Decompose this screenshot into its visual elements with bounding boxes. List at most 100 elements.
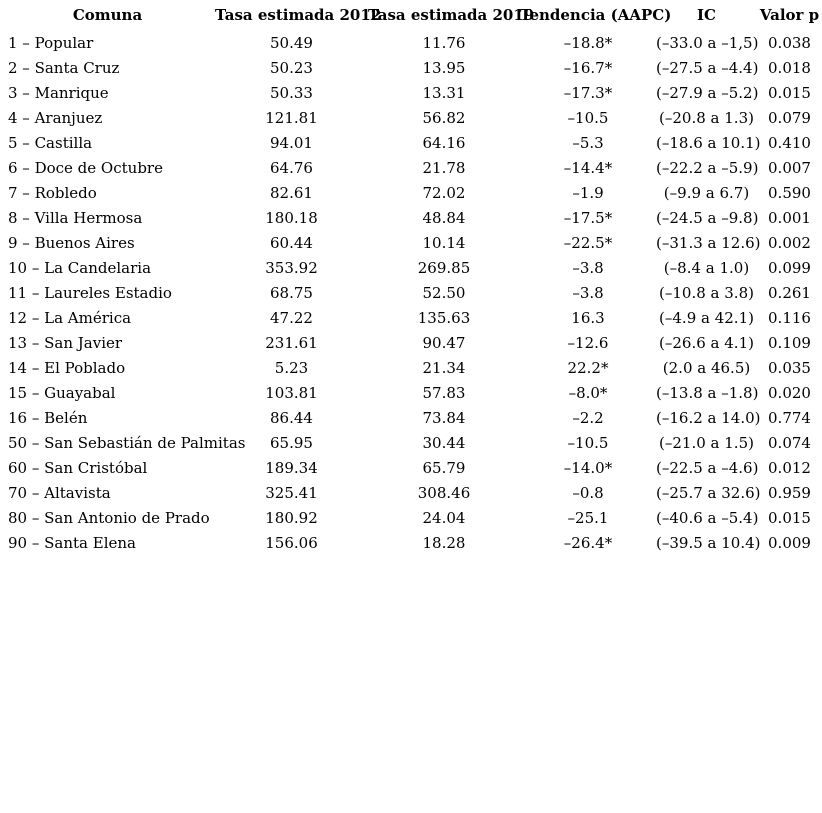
- cell-comuna: 1 – Popular: [8, 34, 94, 52]
- cell-valor-p: 0.001: [768, 209, 811, 227]
- cell-tasa-estimada-2012: 94.01: [270, 134, 313, 152]
- cell-valor-p: 0.002: [768, 234, 811, 252]
- cell-comuna: 6 – Doce de Octubre: [8, 159, 163, 177]
- cell-comuna: 2 – Santa Cruz: [8, 59, 120, 77]
- cell-tasa-estimada-2019: 269.85: [417, 259, 471, 277]
- cell-tendencia-aapc: –25.1: [567, 509, 609, 527]
- cell-valor-p: 0.590: [768, 184, 811, 202]
- cell-tasa-estimada-2019: 10.14: [422, 234, 466, 252]
- cell-tendencia-aapc: –16.7*: [563, 59, 613, 77]
- column-header-valor-p: Valor p: [759, 6, 820, 24]
- cell-comuna: 5 – Castilla: [8, 134, 93, 152]
- comuna-rates-table: Comuna Tasa estimada 2012 Tasa estimada …: [0, 0, 822, 556]
- cell-tasa-estimada-2019: 90.47: [422, 334, 466, 352]
- table-row: 50 – San Sebastián de Palmitas 65.95 30.44…: [0, 431, 822, 456]
- cell-comuna: 10 – La Candelaria: [8, 259, 152, 277]
- cell-valor-p: 0.038: [768, 34, 811, 52]
- cell-comuna: 12 – La América: [8, 309, 132, 327]
- cell-comuna: 3 – Manrique: [8, 84, 109, 102]
- cell-valor-p: 0.109: [768, 334, 811, 352]
- cell-ic: (–22.2 a –5.9): [656, 159, 759, 177]
- cell-tasa-estimada-2019: 13.31: [422, 84, 466, 102]
- table-row: 4 – Aranjuez 121.81 56.82 –10.5 (–20.8 a 1.3…: [0, 106, 822, 131]
- cell-valor-p: 0.035: [768, 359, 811, 377]
- cell-comuna: 50 – San Sebastián de Palmitas: [8, 434, 246, 452]
- cell-comuna: 9 – Buenos Aires: [8, 234, 135, 252]
- cell-tasa-estimada-2019: 48.84: [422, 209, 466, 227]
- cell-tasa-estimada-2012: 189.34: [265, 459, 318, 477]
- table-row: 70 – Altavista 325.41 308.46 –0.8 (–25.7 a 3…: [0, 481, 822, 506]
- table-row: 2 – Santa Cruz 50.23 13.95 –16.7* (–27.5 a –…: [0, 56, 822, 81]
- cell-ic: (–8.4 a 1.0): [663, 259, 750, 277]
- cell-tendencia-aapc: –14.0*: [563, 459, 613, 477]
- cell-valor-p: 0.099: [768, 259, 811, 277]
- cell-tasa-estimada-2012: 180.92: [265, 509, 318, 527]
- cell-ic: (–25.7 a 32.6): [656, 484, 761, 502]
- cell-tasa-estimada-2019: 52.50: [422, 284, 466, 302]
- cell-tendencia-aapc: 22.2*: [567, 359, 609, 377]
- cell-tendencia-aapc: –12.6: [567, 334, 609, 352]
- cell-tasa-estimada-2012: 65.95: [270, 434, 313, 452]
- cell-tasa-estimada-2012: 156.06: [265, 534, 318, 552]
- cell-tasa-estimada-2012: 82.61: [270, 184, 313, 202]
- cell-tasa-estimada-2012: 68.75: [270, 284, 313, 302]
- cell-ic: (–22.5 a –4.6): [656, 459, 759, 477]
- cell-ic: (–4.9 a 42.1): [659, 309, 754, 327]
- cell-tasa-estimada-2012: 47.22: [270, 309, 313, 327]
- cell-tasa-estimada-2012: 50.49: [270, 34, 313, 52]
- cell-tendencia-aapc: 16.3: [571, 309, 605, 327]
- cell-tasa-estimada-2019: 135.63: [417, 309, 471, 327]
- cell-tasa-estimada-2012: 86.44: [270, 409, 313, 427]
- cell-tendencia-aapc: –26.4*: [563, 534, 613, 552]
- cell-valor-p: 0.015: [768, 509, 811, 527]
- cell-tendencia-aapc: –18.8*: [563, 34, 613, 52]
- cell-ic: (–33.0 a –1,5): [656, 34, 759, 52]
- cell-tendencia-aapc: –3.8: [572, 259, 604, 277]
- cell-valor-p: 0.079: [768, 109, 811, 127]
- column-header-tasa-estimada-2012: Tasa estimada 2012: [215, 6, 382, 24]
- cell-ic: (–40.6 a –5.4): [656, 509, 759, 527]
- cell-tasa-estimada-2012: 50.23: [270, 59, 313, 77]
- table-row: 12 – La América 47.22 135.63 16.3 (–4.9 a 42…: [0, 306, 822, 331]
- cell-tasa-estimada-2019: 308.46: [417, 484, 471, 502]
- cell-ic: (–26.6 a 4.1): [659, 334, 754, 352]
- cell-tasa-estimada-2012: 121.81: [265, 109, 318, 127]
- cell-tasa-estimada-2019: 13.95: [422, 59, 466, 77]
- cell-tasa-estimada-2019: 11.76: [422, 34, 466, 52]
- cell-ic: (–21.0 a 1.5): [659, 434, 754, 452]
- cell-tendencia-aapc: –0.8: [572, 484, 604, 502]
- cell-valor-p: 0.116: [768, 309, 811, 327]
- cell-tendencia-aapc: –10.5: [567, 434, 609, 452]
- header-row: Comuna Tasa estimada 2012 Tasa estimada …: [0, 0, 822, 31]
- column-header-tendencia-aapc: Tendencia (AAPC): [520, 6, 672, 24]
- cell-comuna: 16 – Belén: [8, 409, 88, 427]
- cell-comuna: 70 – Altavista: [8, 484, 111, 502]
- cell-tendencia-aapc: –22.5*: [563, 234, 613, 252]
- table-row: 7 – Robledo 82.61 72.02 –1.9 (–9.9 a 6.7) 0.5…: [0, 181, 822, 206]
- cell-tasa-estimada-2012: 353.92: [265, 259, 318, 277]
- cell-ic: (–13.8 a –1.8): [656, 384, 759, 402]
- table-row: 3 – Manrique 50.33 13.31 –17.3* (–27.9 a –5.…: [0, 81, 822, 106]
- cell-tasa-estimada-2012: 180.18: [265, 209, 318, 227]
- cell-comuna: 90 – Santa Elena: [8, 534, 136, 552]
- table-body: 1 – Popular 50.49 11.76 –18.8* (–33.0 a –1,5…: [0, 31, 822, 556]
- cell-ic: (–9.9 a 6.7): [663, 184, 750, 202]
- cell-ic: (–16.2 a 14.0): [656, 409, 761, 427]
- cell-comuna: 13 – San Javier: [8, 334, 123, 352]
- cell-tasa-estimada-2012: 50.33: [270, 84, 313, 102]
- cell-valor-p: 0.015: [768, 84, 811, 102]
- cell-tendencia-aapc: –5.3: [572, 134, 604, 152]
- cell-tendencia-aapc: –17.3*: [563, 84, 613, 102]
- cell-ic: (–20.8 a 1.3): [659, 109, 754, 127]
- cell-comuna: 11 – Laureles Estadio: [8, 284, 172, 302]
- cell-tasa-estimada-2019: 18.28: [422, 534, 466, 552]
- cell-tendencia-aapc: –14.4*: [563, 159, 613, 177]
- cell-tasa-estimada-2019: 24.04: [422, 509, 466, 527]
- table-row: 8 – Villa Hermosa 180.18 48.84 –17.5* (–24.5…: [0, 206, 822, 231]
- cell-ic: (–31.3 a 12.6): [656, 234, 761, 252]
- cell-tasa-estimada-2019: 30.44: [422, 434, 466, 452]
- table-row: 60 – San Cristóbal 189.34 65.79 –14.0* (–22.…: [0, 456, 822, 481]
- cell-tasa-estimada-2012: 64.76: [270, 159, 313, 177]
- cell-tasa-estimada-2019: 21.34: [422, 359, 466, 377]
